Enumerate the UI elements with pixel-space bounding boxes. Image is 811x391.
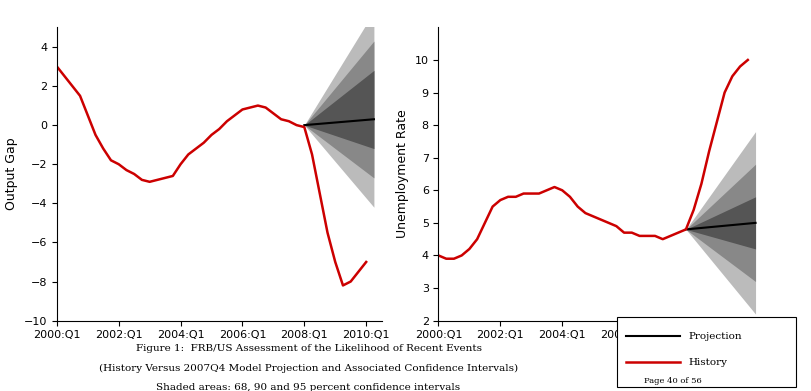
Text: Projection: Projection <box>688 332 741 341</box>
Text: History: History <box>688 358 727 367</box>
FancyBboxPatch shape <box>616 317 795 387</box>
Text: (History Versus 2007Q4 Model Projection and Associated Confidence Intervals): (History Versus 2007Q4 Model Projection … <box>99 364 517 373</box>
Text: Page 40 of 56: Page 40 of 56 <box>643 377 701 386</box>
Y-axis label: Output Gap: Output Gap <box>5 138 18 210</box>
Y-axis label: Unemployment Rate: Unemployment Rate <box>396 109 409 239</box>
Text: Figure 1:  FRB/US Assessment of the Likelihood of Recent Events: Figure 1: FRB/US Assessment of the Likel… <box>135 344 481 353</box>
Text: Shaded areas: 68, 90 and 95 percent confidence intervals: Shaded areas: 68, 90 and 95 percent conf… <box>157 383 460 391</box>
